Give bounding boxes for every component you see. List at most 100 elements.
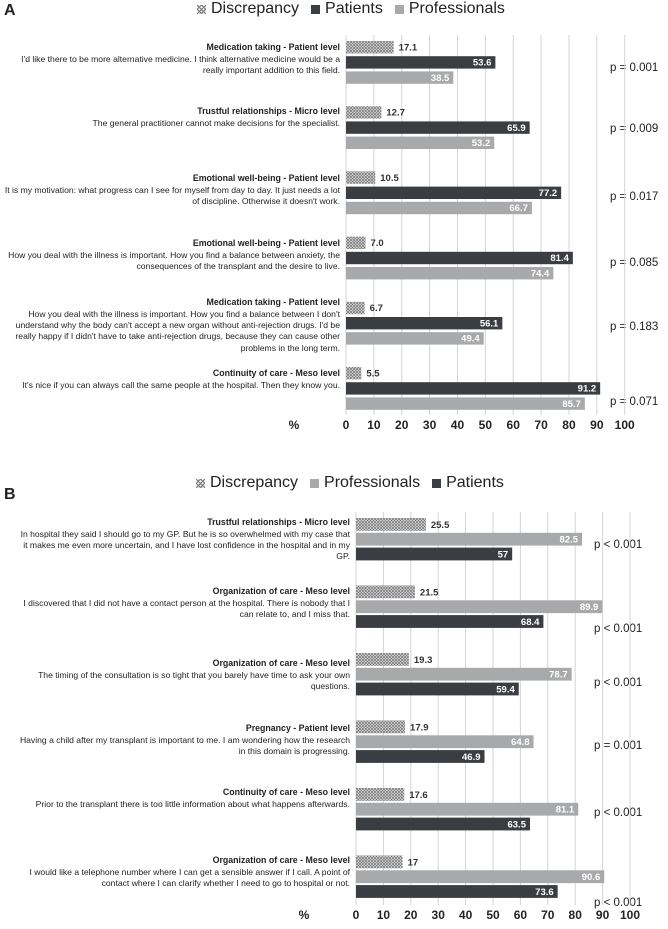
discrepancy-swatch [197, 4, 206, 14]
bar-patients [346, 186, 562, 199]
row-title: Continuity of care - Meso level [222, 787, 350, 797]
data-label: 38.5 [431, 73, 450, 84]
row-label: Emotional well-being - Patient level It i… [4, 173, 340, 207]
bar-discrepancy [346, 41, 394, 54]
panel-a-legend: Discrepancy Patients Professionals [197, 0, 517, 18]
x-tick-label: 30 [432, 908, 446, 922]
p-value: p = 0.009 [610, 123, 659, 135]
row-label: Continuity of care - Meso level Prior to … [18, 787, 350, 810]
bar-discrepancy [356, 855, 403, 869]
data-label: 90.6 [582, 872, 601, 883]
data-label: 17 [408, 857, 419, 868]
data-label: 7.0 [371, 238, 384, 249]
legend-label: Professionals [324, 474, 421, 491]
data-label: 12.7 [386, 108, 405, 119]
data-label: 19.3 [414, 655, 433, 666]
x-tick-label: 20 [404, 908, 418, 922]
x-tick-label: 100 [620, 908, 640, 922]
row-quote: In hospital they said I should go to my … [20, 528, 350, 562]
row-title: Organization of care - Meso level [212, 855, 350, 865]
bar-patients [356, 885, 558, 898]
row-label: Emotional well-being - Patient level How … [4, 238, 340, 272]
row-quote: It's nice if you can always call the sam… [22, 379, 340, 390]
discrepancy-swatch [196, 478, 205, 488]
row-label: Pregnancy - Patient level Having a child … [18, 723, 350, 757]
bar-discrepancy [356, 788, 405, 801]
bar-professionals [346, 71, 454, 84]
bar-professionals [346, 201, 532, 215]
data-label: 63.5 [507, 819, 526, 830]
row-label: Medication taking - Patient level I'd lik… [4, 42, 340, 76]
legend-label: Patients [446, 474, 504, 491]
x-tick-label: 20 [395, 418, 409, 432]
bar-discrepancy [346, 301, 365, 315]
bar-patients [346, 251, 573, 265]
bar-discrepancy [356, 653, 409, 666]
x-tick-label: 70 [534, 418, 548, 432]
row-label: Organization of care - Meso level I would… [18, 855, 350, 889]
data-label: 25.5 [431, 520, 450, 531]
data-label: 81.4 [550, 253, 569, 264]
row-label: Trustful relationships - Micro level The … [4, 106, 340, 129]
x-axis-label: % [289, 418, 300, 432]
row-title: Pregnancy - Patient level [245, 723, 350, 733]
legend-label: Patients [325, 0, 383, 17]
bar-professionals [356, 667, 572, 681]
row-quote: How you deal with the illness is importa… [8, 249, 340, 271]
row-quote: I'd like there to be more alternative me… [21, 53, 340, 75]
bar-discrepancy [346, 236, 366, 249]
x-tick-label: 80 [562, 418, 576, 432]
legend-item: Professionals [310, 474, 420, 492]
bar-discrepancy [356, 518, 426, 531]
bar-discrepancy [356, 585, 415, 599]
bar-professionals [346, 332, 484, 345]
patients-swatch [432, 478, 442, 488]
row-title: Organization of care - Meso level [212, 586, 350, 596]
bar-professionals [356, 802, 579, 816]
data-label: 59.4 [496, 684, 515, 695]
data-label: 17.1 [399, 42, 418, 53]
bar-patients [356, 615, 544, 628]
row-title: Trustful relationships - Micro level [207, 517, 350, 527]
data-label: 74.4 [531, 268, 550, 279]
data-label: 81.1 [556, 805, 575, 816]
data-label: 53.6 [473, 58, 492, 69]
x-tick-label: 10 [367, 418, 381, 432]
bar-discrepancy [346, 367, 362, 380]
data-label: 21.5 [420, 587, 439, 598]
bar-professionals [346, 267, 554, 280]
panel-a-letter: A [4, 2, 16, 19]
bar-patients [346, 56, 496, 69]
bar-patients [356, 817, 530, 831]
data-label: 17.6 [409, 790, 428, 801]
data-label: 49.4 [461, 334, 480, 345]
legend-label: Professionals [408, 0, 505, 17]
row-title: Trustful relationships - Micro level [197, 106, 340, 116]
data-label: 10.5 [380, 173, 399, 184]
row-title: Continuity of care - Meso level [212, 368, 340, 378]
data-label: 73.6 [535, 887, 554, 898]
professionals-swatch [310, 478, 320, 488]
x-tick-label: 40 [451, 418, 465, 432]
row-label: Organization of care - Meso level The tim… [18, 658, 350, 692]
x-tick-label: 0 [343, 418, 350, 432]
x-tick-label: 80 [569, 908, 583, 922]
x-tick-label: 90 [596, 908, 610, 922]
bar-patients [356, 547, 513, 561]
bar-professionals [356, 870, 605, 884]
row-title: Emotional well-being - Patient level [192, 173, 340, 183]
row-title: Medication taking - Patient level [206, 297, 340, 307]
row-title: Emotional well-being - Patient level [192, 238, 340, 248]
bar-patients [346, 382, 601, 395]
bar-professionals [346, 397, 585, 410]
data-label: 17.9 [410, 722, 429, 733]
bar-patients [346, 121, 530, 134]
bar-professionals [356, 735, 534, 749]
data-label: 57 [498, 549, 509, 560]
x-tick-label: 70 [541, 908, 555, 922]
p-value: p = 0.017 [610, 191, 659, 203]
data-label: 91.2 [578, 384, 597, 395]
row-quote: I discovered that I did not have a conta… [23, 597, 350, 619]
p-value: p = 0.001 [610, 62, 659, 74]
